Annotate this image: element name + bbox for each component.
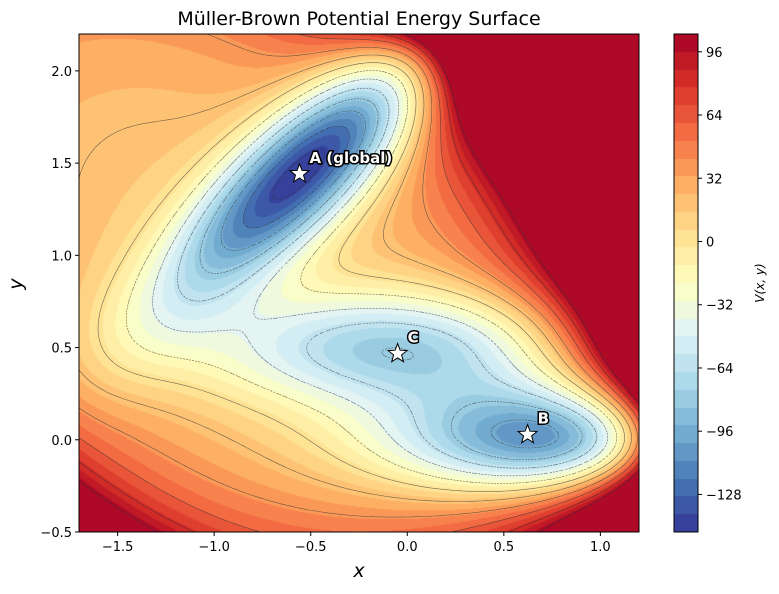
x-tick-label: −1.5 [102,540,134,555]
colorbar-tick-label: −32 [706,299,733,314]
colorbar-frame [673,33,699,533]
colorbar: 96 64 32 0 −32 −64 −96 −128 V(x, y) [673,33,767,533]
minimum-star-icon [288,162,311,184]
contour-line [79,34,639,532]
contour-line [125,70,618,484]
contour-line [152,78,608,477]
colorbar-tick-label: 32 [706,172,723,187]
contour-line [220,110,559,449]
y-axis: −0.5 0.0 0.5 1.0 1.5 2.0 [40,65,79,541]
contour-line [177,88,597,469]
y-tick-label: 1.0 [51,249,72,264]
contour-line [272,149,326,200]
minimum-star-icon [386,342,409,363]
x-tick-label: −0.5 [295,540,327,555]
contour-line [97,62,625,492]
colorbar-tick-label: 96 [706,46,723,61]
plot-area [79,34,639,532]
chart-title: Müller-Brown Potential Energy Surface [177,8,540,30]
x-axis-label: x [352,560,365,582]
minimum-label: B [538,410,549,428]
colorbar-tick-label: 64 [706,109,723,124]
y-tick-label: 2.0 [51,65,72,80]
contour-line [79,54,632,502]
x-tick-label: 0.0 [397,540,418,555]
minima-markers: A (global) B C [288,147,551,444]
x-tick-label: 0.5 [493,540,514,555]
colorbar-tick-label: 0 [706,236,714,251]
colorbar-label: V(x, y) [753,263,767,302]
contour-line [79,34,639,532]
contour-line [79,34,639,532]
contour-line [79,34,638,518]
y-tick-label: 0.0 [51,434,72,449]
contour-lines [79,34,639,532]
contour-line [199,98,583,460]
minimum-label: C [408,329,419,347]
x-axis: −1.5 −1.0 −0.5 0.0 0.5 1.0 [102,532,611,555]
minimum-label: A (global) [310,149,393,167]
colorbar-tick-label: −128 [706,488,742,503]
colorbar-gradient [674,34,698,532]
y-tick-label: 1.5 [51,157,72,172]
x-tick-label: 1.0 [590,540,611,555]
colorbar-tick-label: −64 [706,362,733,377]
contour-line [242,125,350,229]
plot-frame [78,33,640,533]
y-tick-label: −0.5 [40,526,72,541]
colorbar-ticks: 96 64 32 0 −32 −64 −96 −128 [698,46,742,503]
y-axis-label: y [5,278,27,291]
potential-surface [79,34,639,532]
colorbar-tick-label: −96 [706,425,733,440]
x-tick-label: −1.0 [198,540,230,555]
minimum-star-icon [516,423,539,444]
y-tick-label: 0.5 [51,342,72,357]
